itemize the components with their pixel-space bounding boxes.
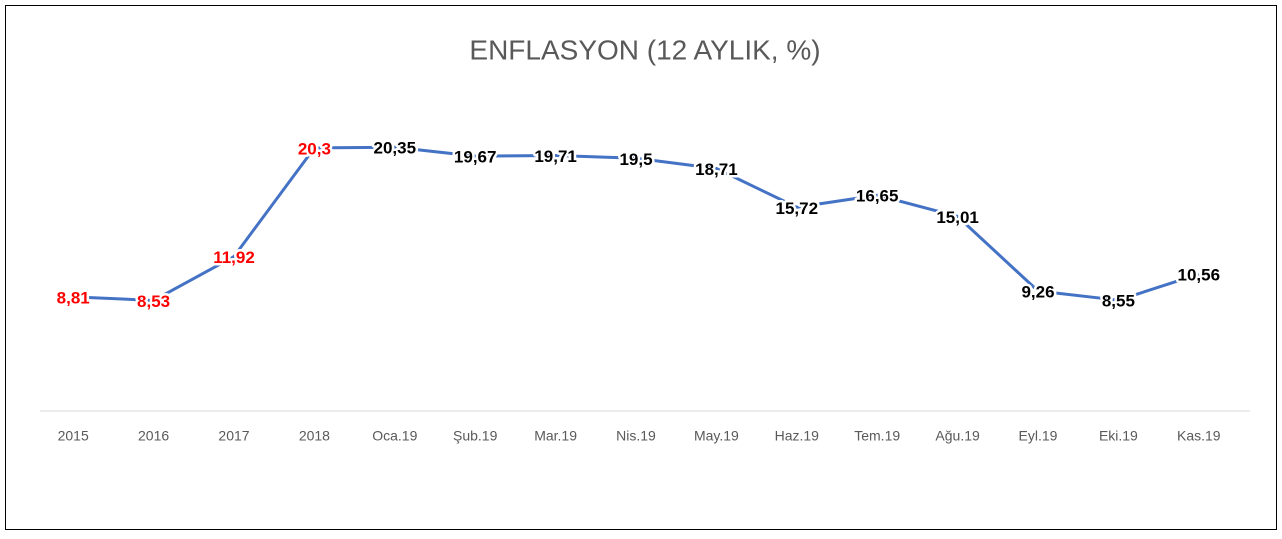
- data-label: 11,92: [213, 248, 255, 267]
- data-label: 15,01: [936, 208, 979, 227]
- x-tick-label: 2015: [58, 428, 89, 444]
- chart-title: ENFLASYON (12 AYLIK, %): [469, 34, 820, 65]
- data-label: 8,81: [57, 288, 90, 307]
- data-label: 8,53: [137, 292, 170, 311]
- x-tick-label: Oca.19: [372, 428, 417, 444]
- x-tick-label: Eyl.19: [1019, 428, 1058, 444]
- x-tick-label: Mar.19: [534, 428, 577, 444]
- x-tick-label: Kas.19: [1177, 428, 1221, 444]
- data-label: 19,67: [454, 148, 497, 167]
- data-label: 16,65: [856, 187, 899, 206]
- data-label: 20,3: [298, 139, 331, 158]
- x-tick-label: Şub.19: [453, 428, 498, 444]
- x-tick-label: 2016: [138, 428, 169, 444]
- x-tick-label: Eki.19: [1099, 428, 1138, 444]
- x-tick-label: May.19: [694, 428, 739, 444]
- series-line: [73, 145, 1200, 302]
- x-tick-label: Tem.19: [854, 428, 900, 444]
- data-label: 10,56: [1178, 266, 1221, 285]
- x-tick-label: Ağu.19: [935, 428, 980, 444]
- x-tick-label: Nis.19: [616, 428, 656, 444]
- data-label: 9,26: [1021, 282, 1054, 301]
- data-label: 8,55: [1102, 292, 1135, 311]
- x-tick-label: 2017: [218, 428, 249, 444]
- data-label: 19,5: [619, 150, 652, 169]
- data-label: 20,35: [374, 139, 417, 158]
- data-label: 18,71: [695, 160, 738, 179]
- data-label: 15,72: [776, 199, 819, 218]
- data-label: 19,71: [534, 147, 577, 166]
- chart-border: [5, 5, 1277, 530]
- x-tick-label: 2018: [299, 428, 330, 444]
- x-tick-label: Haz.19: [775, 428, 820, 444]
